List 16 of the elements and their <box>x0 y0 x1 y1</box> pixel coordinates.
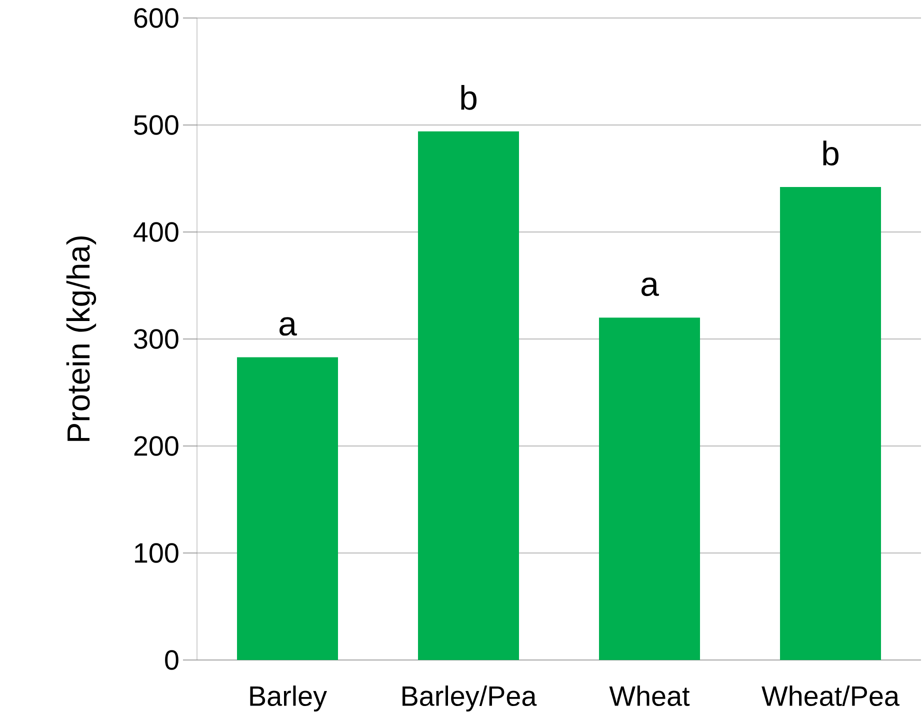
annotation: b <box>461 85 477 110</box>
y-axis-title: Protein (kg/ha) <box>66 236 96 441</box>
annotation: a <box>642 278 659 296</box>
y-tick-label: 200 <box>134 436 178 456</box>
x-tick-label: Barley/Pea <box>402 686 537 712</box>
annotation: a <box>280 317 297 336</box>
y-tick-label: 400 <box>134 222 178 242</box>
y-tick-label: 600 <box>134 8 178 28</box>
y-tick-label: 300 <box>134 329 178 349</box>
x-tick-label: Wheat/Pea <box>762 686 900 706</box>
annotation: b <box>823 140 839 166</box>
x-tick-label: Wheat <box>609 686 690 706</box>
y-tick-label: 0 <box>165 650 178 670</box>
y-tick-label: 100 <box>135 543 178 563</box>
y-tick-label: 500 <box>134 115 178 135</box>
x-tick-label: Barley <box>250 686 327 712</box>
